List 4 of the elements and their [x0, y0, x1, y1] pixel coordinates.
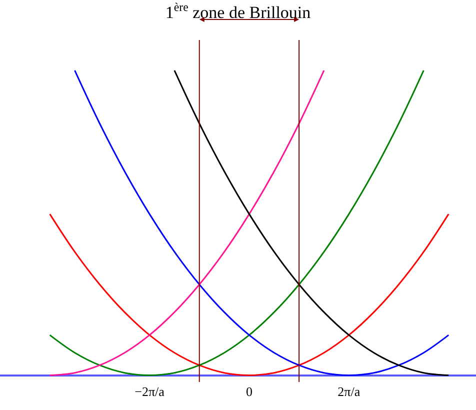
chart-title: 1$^{ère}$ zone de Brillouin: [165, 0, 312, 22]
x-tick-label: −2π/a: [134, 384, 165, 399]
x-tick-label: 0: [246, 384, 252, 399]
x-tick-label: 2π/a: [338, 384, 360, 399]
